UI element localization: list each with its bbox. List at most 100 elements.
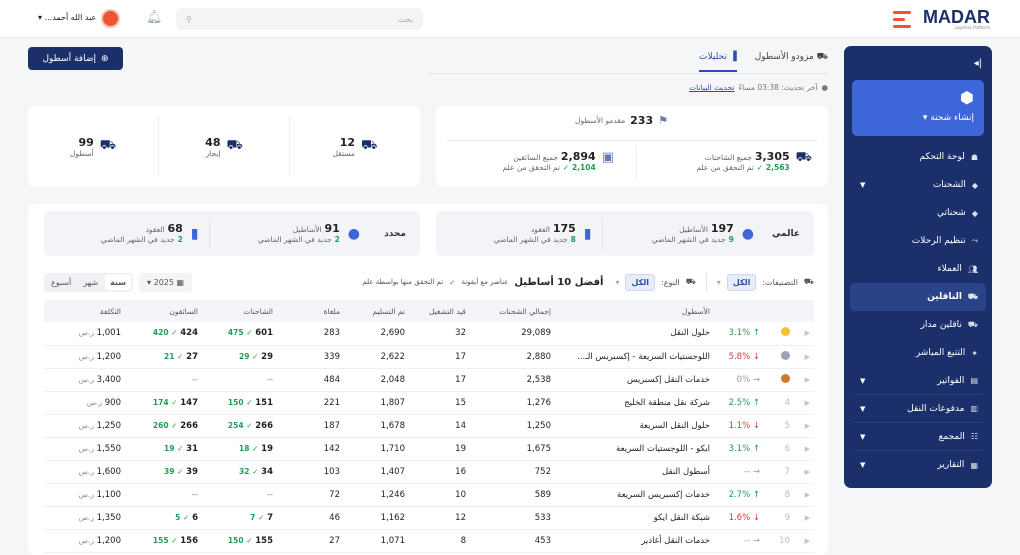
add-fleet-button[interactable]: ⊕ إضافة أسطول	[28, 47, 123, 70]
chevron-down-icon[interactable]: ▾	[716, 277, 721, 287]
sidebar-item-label: مدفوعات النقل	[907, 403, 965, 414]
collapse-sidebar-icon[interactable]: |◂	[973, 58, 982, 69]
chevron-down-icon[interactable]: ▼	[860, 432, 866, 441]
period-week[interactable]: أسبوع	[51, 277, 72, 287]
table-row[interactable]: ▶ 7 → -- أسطول النقل 752 16 1,407 103 34…	[44, 460, 814, 484]
cost: 900	[104, 397, 121, 408]
trend-down-icon: ↓	[752, 351, 760, 362]
tab-analytics[interactable]: ▐ تحليلات	[699, 48, 737, 72]
expand-row-icon[interactable]: ▶	[804, 352, 810, 361]
sidebar-item-6[interactable]: ⛟ ناقلين مدار	[850, 311, 986, 339]
expand-row-icon[interactable]: ▶	[804, 329, 810, 338]
delivered: 2,690	[344, 322, 409, 346]
period-month[interactable]: شهر	[83, 277, 99, 287]
sidebar-item-11[interactable]: ▦ التقارير ▼	[850, 451, 986, 479]
sidebar-item-7[interactable]: ✦ التتبع المباشر	[850, 339, 986, 367]
check-circle-icon: ✓	[171, 328, 178, 338]
sidebar-item-1[interactable]: ◆ الشحنات ▼	[850, 171, 986, 199]
expand-row-icon[interactable]: ▶	[804, 467, 810, 476]
cost: 1,200	[96, 351, 121, 362]
sidebar-item-5[interactable]: ⛟ الناقلين	[850, 283, 986, 311]
col-in-operation[interactable]: قيد التشغيل	[409, 300, 470, 322]
tab-fleet-providers[interactable]: ⛟ مزودو الأسطول	[755, 48, 828, 72]
rank: 9	[784, 512, 790, 523]
chevron-down-icon[interactable]: ▼	[860, 376, 866, 385]
sidebar-item-8[interactable]: ▤ الفواتير ▼	[850, 367, 986, 395]
currency: ر.س	[78, 512, 94, 522]
drivers-count: --	[191, 374, 198, 385]
sidebar-item-label: الشحنات	[932, 180, 966, 190]
sidebar-item-label: الفواتير	[937, 375, 965, 386]
table-row[interactable]: ▶ 4 ↑ 2.5% شركة نقل منطقة الخليج 1,276 1…	[44, 391, 814, 415]
col-total[interactable]: إجمالي الشحنات	[470, 300, 555, 322]
trend-flat-icon: →	[752, 466, 760, 477]
col-trucks[interactable]: الشاحنات	[202, 300, 277, 322]
legend-note-2: تم التحقق منها بواسطة علم	[362, 278, 444, 286]
table-row[interactable]: ▶ ↓ 5.8% اللوجستيات السريعة - إكسبريس ال…	[44, 345, 814, 369]
expand-row-icon[interactable]: ▶	[804, 490, 810, 499]
expand-row-icon[interactable]: ▶	[804, 513, 810, 522]
user-menu[interactable]: عبد الله أحمد... ▾	[38, 13, 96, 22]
cost: 1,001	[96, 328, 121, 339]
table-row[interactable]: ▶ → 0% خدمات النقل إكسبريس 2,538 17 2,04…	[44, 368, 814, 392]
col-fleet[interactable]: الأسطول	[555, 300, 714, 322]
avatar[interactable]	[101, 9, 120, 28]
expand-row-icon[interactable]: ▶	[804, 398, 810, 407]
trucks-value: 3,305	[754, 150, 790, 163]
delivered: 1,678	[344, 414, 409, 438]
chevron-down-icon[interactable]: ▼	[860, 404, 866, 413]
trend-value: 0%	[736, 374, 751, 385]
sidebar-item-2[interactable]: ◆ شحناتي	[850, 199, 986, 227]
trend-value: 3.1%	[728, 328, 751, 339]
sidebar-item-0[interactable]: ☗ لوحة التحكم	[850, 143, 986, 171]
drivers-verified: 174	[152, 397, 169, 407]
sidebar-item-3[interactable]: ⤳ تنظيم الرحلات	[850, 227, 986, 255]
total-shipments: 1,276	[470, 391, 555, 415]
expand-row-icon[interactable]: ▶	[804, 536, 810, 545]
create-shipment-button[interactable]: ⬢ إنشاء شحنة ▾	[852, 80, 984, 136]
expand-row-icon[interactable]: ▶	[804, 444, 810, 453]
bell-icon[interactable]: 🔔︎	[146, 10, 163, 25]
chevron-down-icon[interactable]: ▼	[860, 181, 866, 189]
fleet-name: خدمات النقل أغادير	[555, 529, 714, 553]
canceled: 142	[277, 437, 344, 461]
logo[interactable]: MADAR Logistics Platform	[893, 8, 990, 30]
check-circle-icon: ✓	[177, 466, 184, 476]
year-select[interactable]: ▦ 2025 ▾	[139, 272, 193, 292]
table-row[interactable]: ▶ 9 ↓ 1.6% شبكة النقل ايكو 533 12 1,162 …	[44, 506, 814, 530]
sidebar-item-9[interactable]: ▥ مدفوعات النقل ▼	[850, 395, 986, 423]
new-label: جديد في الشهر الماضي	[651, 235, 726, 244]
tabs: ⛟ مزودو الأسطول ▐ تحليلات	[699, 48, 828, 72]
drivers-verified: 155	[152, 535, 169, 545]
table-row[interactable]: ▶ ↑ 3.1% حلول النقل 29,089 32 2,690 283 …	[44, 322, 814, 346]
chevron-down-icon[interactable]: ▼	[860, 461, 866, 469]
col-delivered[interactable]: تم التسليم	[344, 300, 409, 322]
sidebar-item-10[interactable]: ☷ المجمع ▼	[850, 423, 986, 451]
drivers-count: 39	[186, 466, 198, 477]
top-fleets-section: عالمي ● 197 الأساطيل 9 جديد في الشهر الماضي…	[28, 204, 828, 555]
expand-row-icon[interactable]: ▶	[804, 421, 810, 430]
refresh-data-link[interactable]: تحديث البيانات	[689, 83, 735, 92]
period-year[interactable]: سنة	[105, 274, 132, 290]
canceled: 484	[277, 368, 344, 392]
legend-note: عناصر مع أيقونة	[461, 278, 509, 286]
currency: ر.س	[78, 443, 94, 453]
col-drivers[interactable]: السائقون	[125, 300, 202, 322]
search-input[interactable]: بحث ⚲	[176, 8, 423, 30]
expand-row-icon[interactable]: ▶	[804, 375, 810, 384]
table-row[interactable]: ▶ 5 ↓ 1.1% حلول النقل السريعة 1,250 14 1…	[44, 414, 814, 438]
providers-label: مقدمو الأسطول	[575, 116, 626, 125]
cost: 1,350	[96, 512, 121, 523]
table-row[interactable]: ▶ 10 → -- خدمات النقل أغادير 453 8 1,071…	[44, 529, 814, 553]
col-canceled[interactable]: ملغاة	[277, 300, 344, 322]
sidebar-item-4[interactable]: 👥︎ العملاء	[850, 255, 986, 283]
chevron-down-icon[interactable]: ▾	[615, 277, 620, 287]
fleet-type-stat: ⛟ 12 مستقل	[289, 116, 420, 177]
in-operation: 14	[409, 414, 470, 438]
table-row[interactable]: ▶ 6 ↑ 3.1% ايكو - اللوجستيات السريعة 1,6…	[44, 437, 814, 461]
col-cost[interactable]: التكلفة	[44, 300, 125, 322]
category-select[interactable]: الكل	[726, 273, 757, 291]
type-select[interactable]: الكل	[625, 273, 656, 291]
table-row[interactable]: ▶ 8 ↑ 2.7% خدمات إكسبريس السريعة 589 10 …	[44, 483, 814, 507]
providers-stat: ⚑ 233 مقدمو الأسطول	[575, 114, 668, 127]
